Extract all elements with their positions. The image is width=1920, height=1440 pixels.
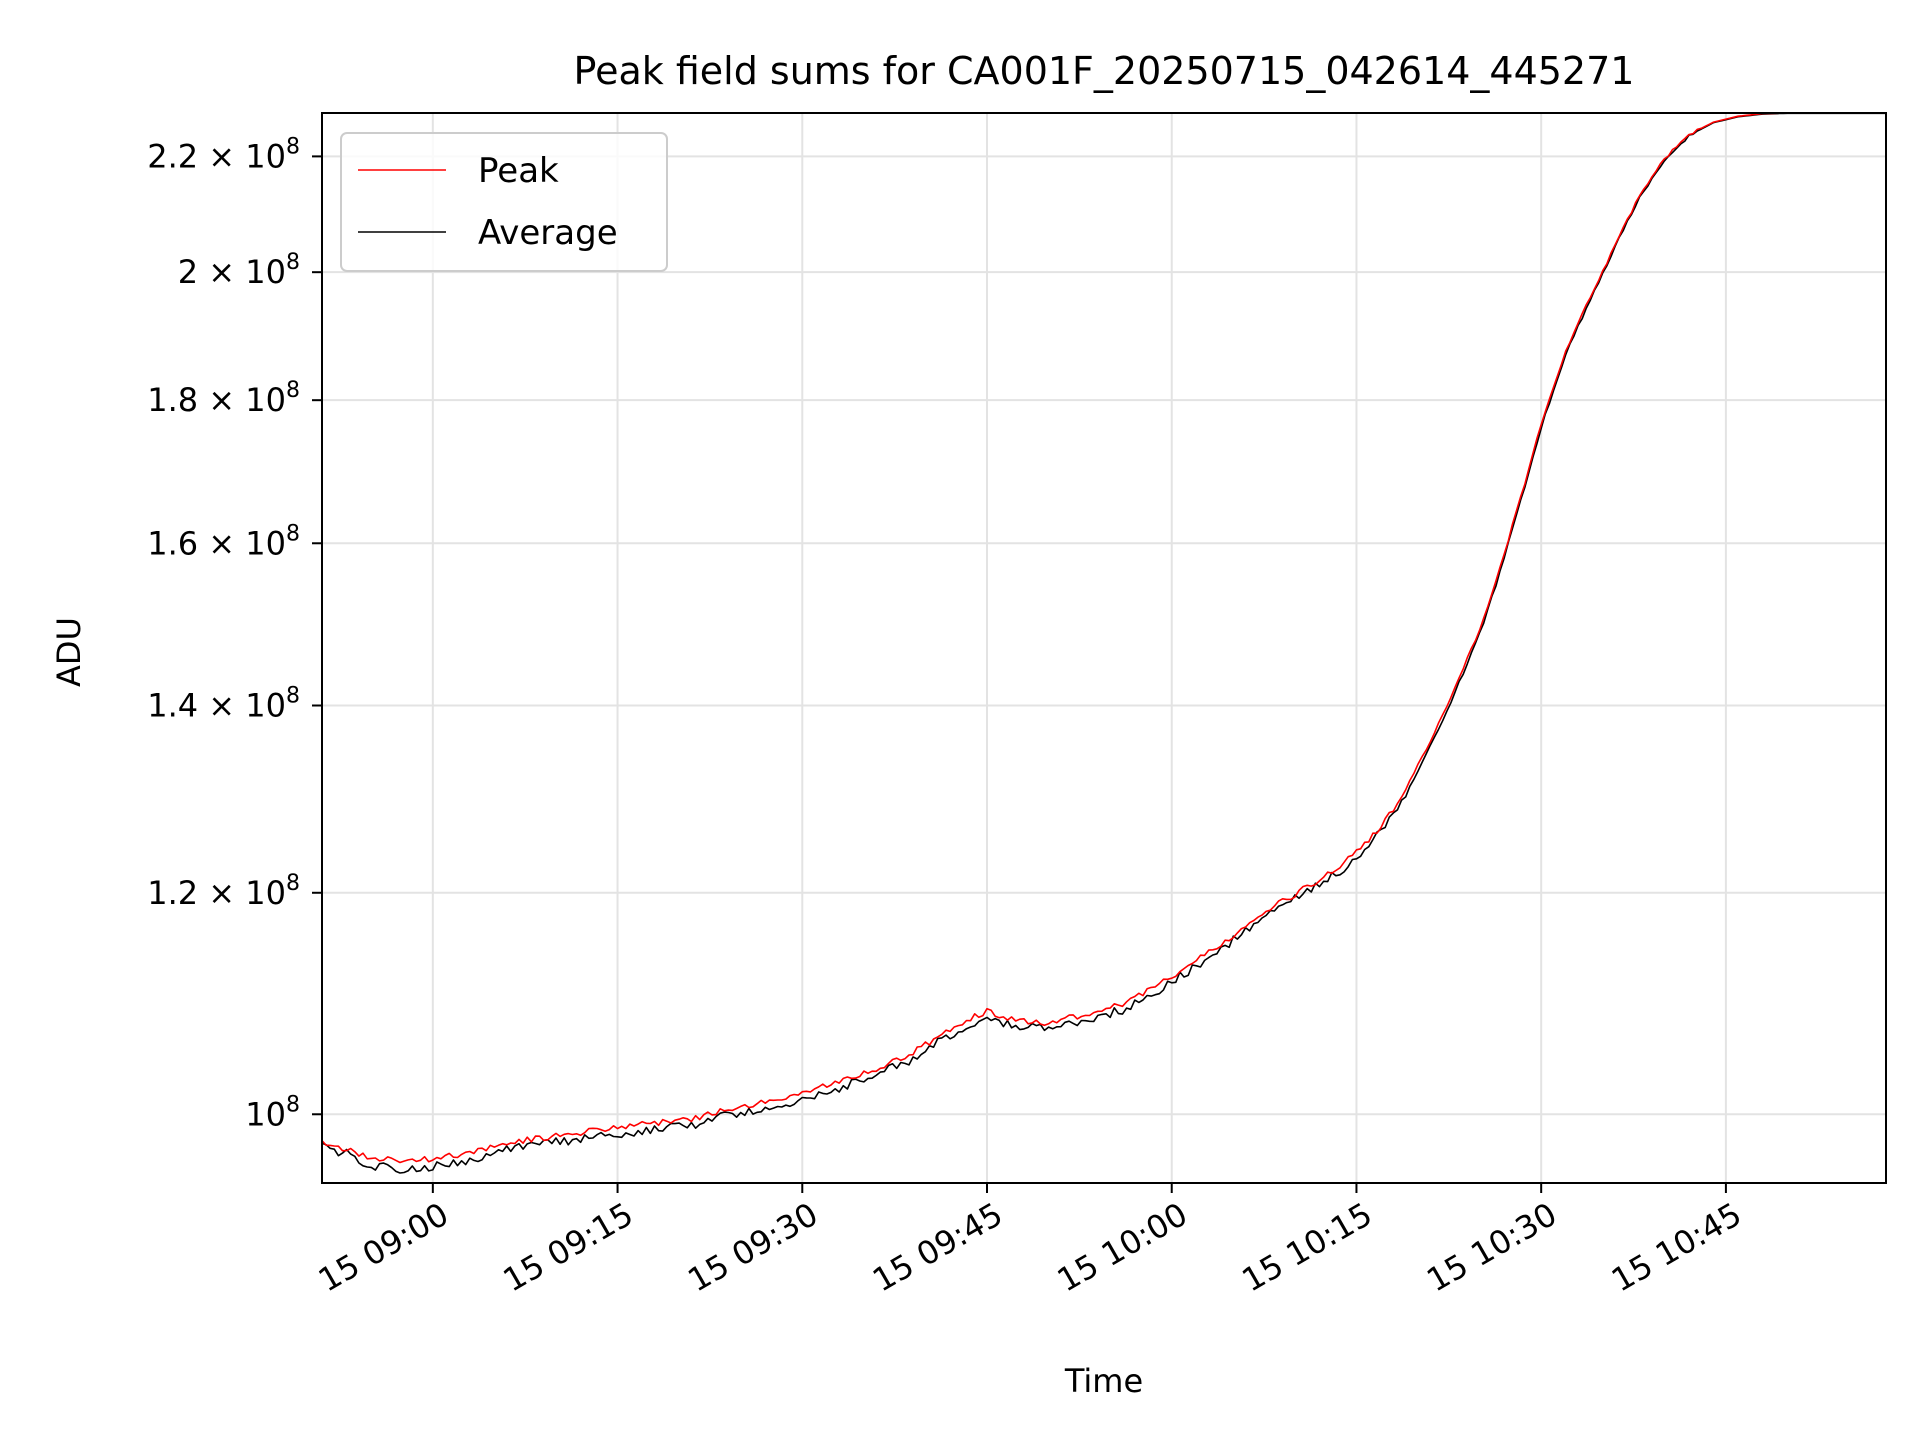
y-tick-label: 2 × 108	[178, 250, 300, 291]
y-tick-exponent: 8	[286, 684, 300, 709]
legend-box	[340, 132, 668, 272]
y-tick-exponent: 8	[286, 521, 300, 546]
y-tick-label: 1.8 × 108	[147, 378, 300, 419]
y-tick-mantissa: 2.2 × 10	[147, 137, 286, 175]
y-tick-mantissa: 1.6 × 10	[147, 524, 286, 562]
grid	[322, 113, 1886, 1183]
series-line-peak	[322, 113, 1886, 1164]
y-tick-label: 108	[245, 1092, 300, 1133]
y-tick-mantissa: 1.2 × 10	[147, 874, 286, 912]
y-tick-exponent: 8	[286, 134, 300, 159]
legend-label-peak: Peak	[478, 151, 559, 191]
x-axis-label: Time	[1064, 1362, 1143, 1400]
y-axis-label: ADU	[50, 617, 88, 687]
y-tick-label: 2.2 × 108	[147, 134, 300, 175]
y-tick-label: 1.2 × 108	[147, 871, 300, 912]
legend: Peak Average	[340, 132, 668, 272]
legend-label-average: Average	[478, 213, 618, 253]
y-tick-mantissa: 10	[245, 1095, 286, 1133]
chart-title: Peak field sums for CA001F_20250715_0426…	[574, 49, 1635, 93]
y-tick-exponent: 8	[286, 871, 300, 896]
y-tick-mantissa: 1.4 × 10	[147, 687, 286, 725]
y-tick-exponent: 8	[286, 378, 300, 403]
y-tick-label: 1.4 × 108	[147, 684, 300, 725]
y-tick-mantissa: 2 × 10	[178, 253, 286, 291]
y-tick-mantissa: 1.8 × 10	[147, 381, 286, 419]
series-line-average	[322, 113, 1886, 1174]
y-tick-exponent: 8	[286, 1092, 300, 1117]
y-tick-label: 1.6 × 108	[147, 521, 300, 562]
series-layer	[322, 113, 1886, 1174]
y-tick-exponent: 8	[286, 250, 300, 275]
plot-frame	[321, 112, 1887, 1184]
